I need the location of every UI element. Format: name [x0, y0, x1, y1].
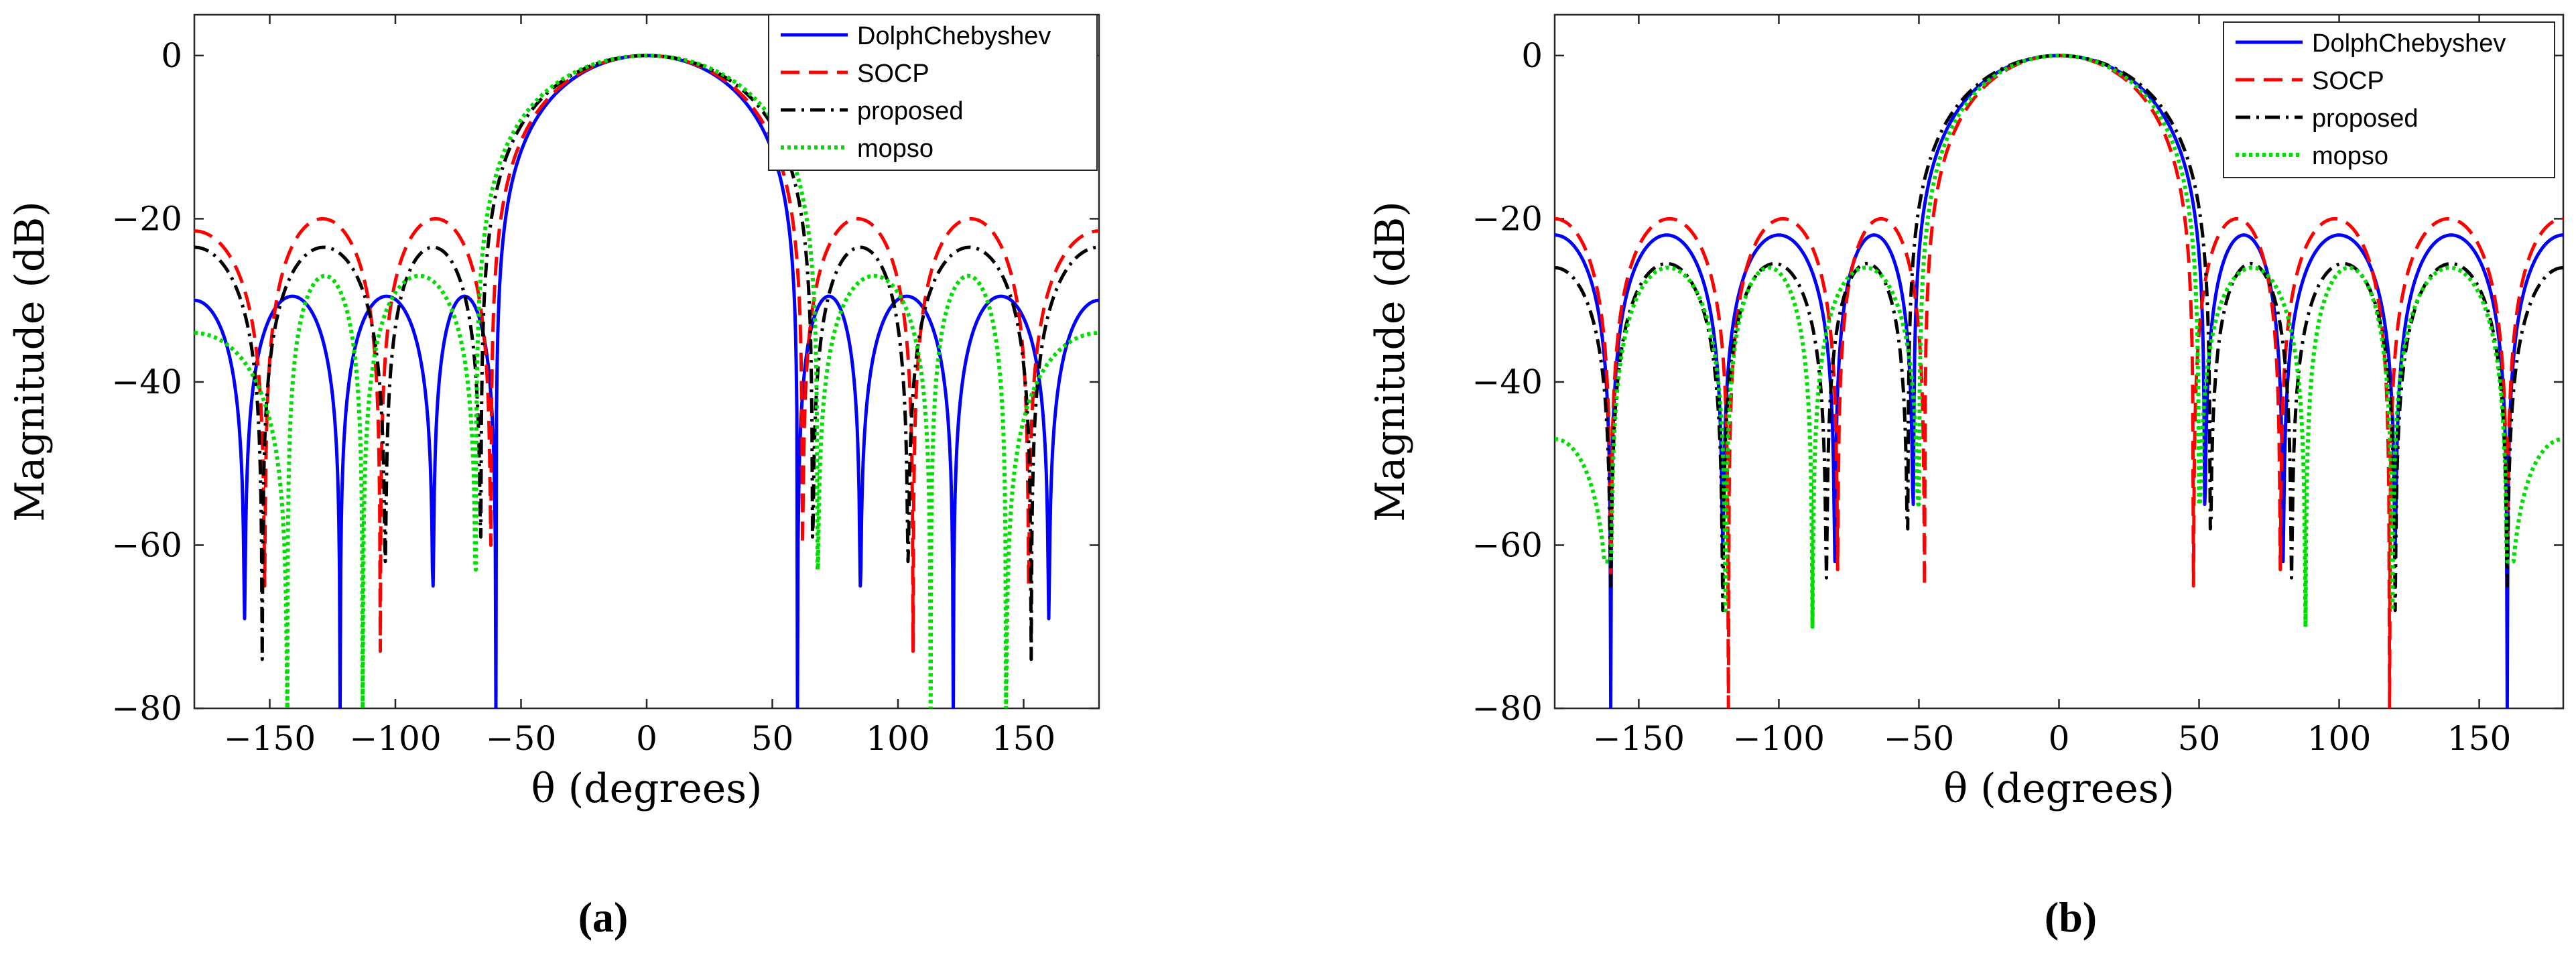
legend-label: SOCP — [2312, 67, 2384, 95]
legend-label: mopso — [2312, 142, 2388, 170]
series-group — [1555, 53, 2563, 708]
chart-panel-2: −150 −100 −50 0 50 100 150 0 −20 −40 −60 −80 θ (degr… — [1367, 13, 2565, 941]
y-tick-label: −80 — [111, 689, 182, 728]
x-tick-label: 0 — [2049, 719, 2070, 758]
series-group — [194, 53, 1099, 708]
y-tick-label: −60 — [1472, 525, 1543, 564]
x-tick-label: 50 — [2178, 719, 2221, 758]
x-tick-label: −150 — [224, 719, 316, 758]
y-tick-label: −40 — [111, 363, 182, 401]
y-axis-label: Magnitude (dB) — [1367, 201, 1414, 522]
x-tick-label: 150 — [992, 719, 1055, 758]
series-line-mopso — [1555, 53, 2563, 629]
legend-label: DolphChebyshev — [2312, 29, 2506, 58]
x-tick-label: −100 — [349, 719, 441, 758]
y-tick-label: −60 — [111, 525, 182, 564]
chart-panel-1: −150 −100 −50 0 50 100 150 0 −20 −40 −60 −80 θ (degr… — [7, 13, 1100, 941]
legend-label: proposed — [2312, 105, 2418, 133]
legend-label: mopso — [857, 135, 933, 163]
legend-box — [2223, 21, 2555, 178]
legend-label: DolphChebyshev — [857, 22, 1051, 50]
legend-label: SOCP — [857, 60, 929, 88]
x-axis-label: θ (degrees) — [531, 765, 763, 812]
panel-label: (b) — [2045, 893, 2097, 941]
x-tick-label: −50 — [486, 719, 557, 758]
x-tick-label: 100 — [866, 719, 929, 758]
y-tick-label: −40 — [1472, 363, 1543, 401]
y-tick-label: −20 — [111, 199, 182, 238]
panel-label: (a) — [578, 893, 629, 941]
x-axis-label: θ (degrees) — [1943, 765, 2175, 812]
x-tick-label: −50 — [1884, 719, 1955, 758]
legend-label: proposed — [857, 97, 963, 125]
y-tick-label: −80 — [1472, 689, 1543, 728]
legend-box — [768, 14, 1098, 171]
y-tick-label: −20 — [1472, 199, 1543, 238]
x-tick-label: 100 — [2307, 719, 2371, 758]
x-tick-label: −150 — [1593, 719, 1685, 758]
y-tick-label: 0 — [161, 36, 182, 75]
y-axis-label: Magnitude (dB) — [7, 201, 54, 522]
legend: DolphChebyshev SOCP proposed mopso — [2223, 21, 2555, 178]
x-tick-label: 0 — [636, 719, 657, 758]
legend: DolphChebyshev SOCP proposed mopso — [768, 14, 1098, 171]
x-tick-label: −100 — [1733, 719, 1825, 758]
series-line-mopso — [194, 53, 1099, 708]
x-tick-label: 150 — [2447, 719, 2511, 758]
x-tick-label: 50 — [751, 719, 794, 758]
series-line-proposed — [1555, 54, 2563, 613]
y-tick-label: 0 — [1521, 36, 1543, 75]
